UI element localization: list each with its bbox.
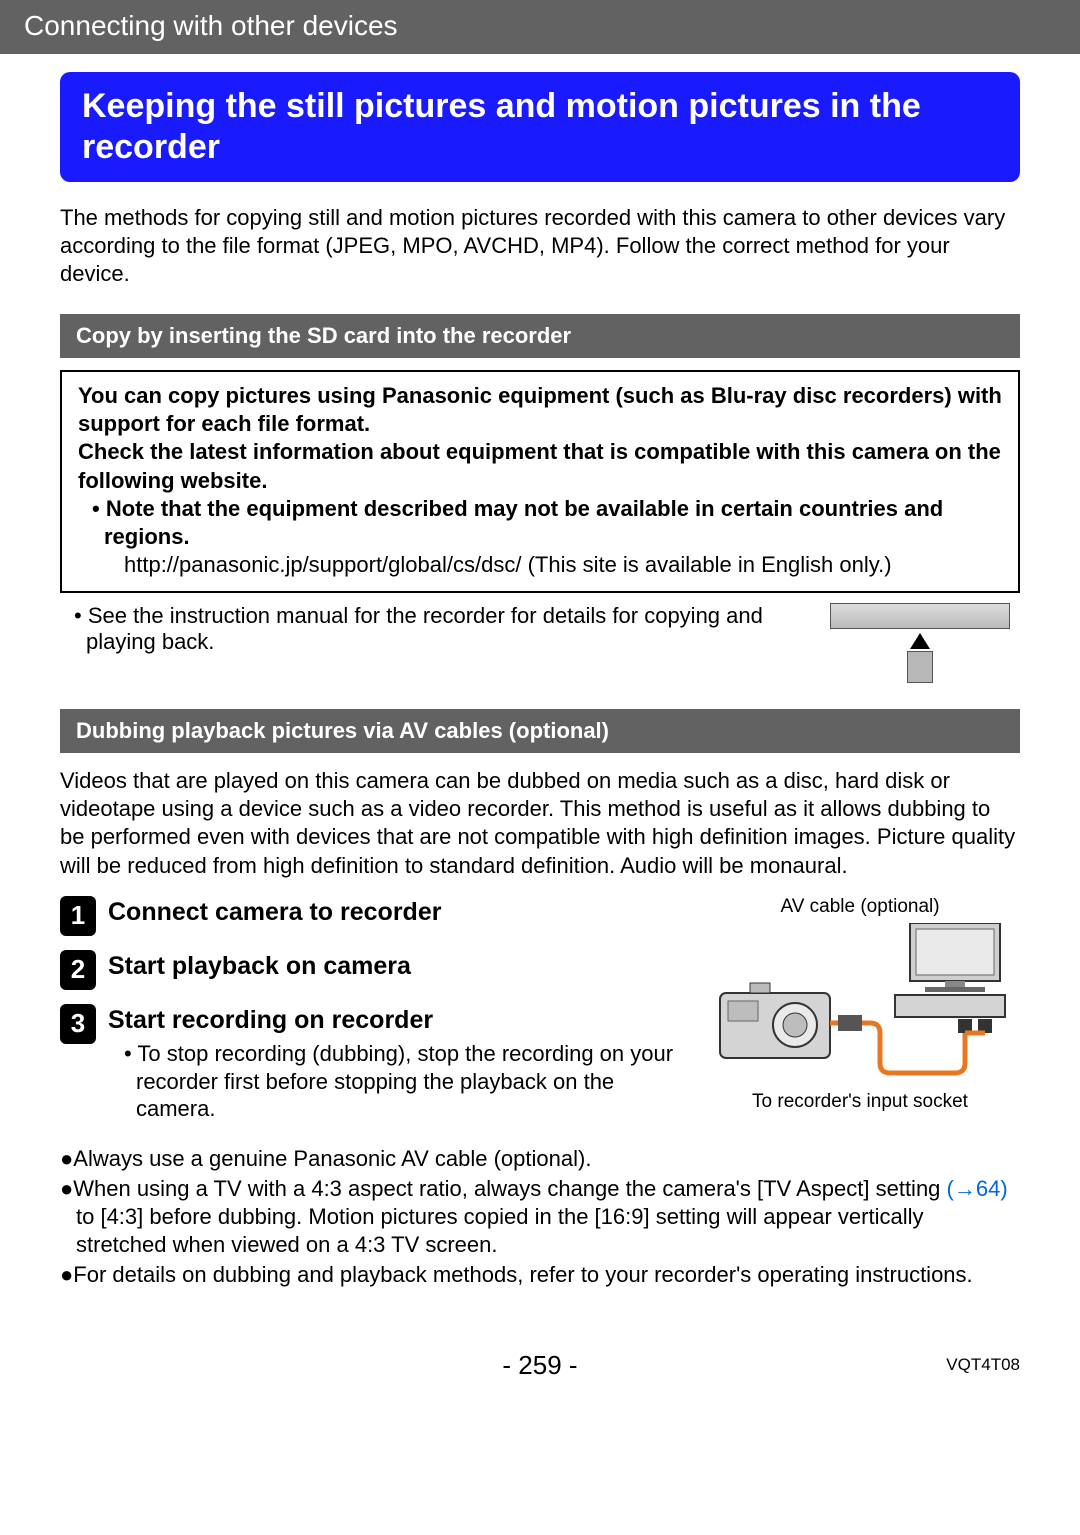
section2-bullets: ●Always use a genuine Panasonic AV cable…	[60, 1145, 1020, 1290]
section-breadcrumb: Connecting with other devices	[0, 0, 1080, 54]
step-2-title: Start playback on camera	[108, 950, 411, 983]
page-footer: - 259 - VQT4T08	[0, 1350, 1080, 1401]
intro-paragraph: The methods for copying still and motion…	[60, 204, 1020, 288]
arrow-up-icon	[910, 633, 930, 649]
recorder-icon	[830, 603, 1010, 629]
cross-ref-link[interactable]: (→64)	[947, 1176, 1008, 1201]
recorder-sd-diagram	[820, 603, 1020, 683]
step-1-title: Connect camera to recorder	[108, 896, 441, 929]
box-url: http://panasonic.jp/support/global/cs/ds…	[78, 551, 1002, 579]
bullet-1: ●Always use a genuine Panasonic AV cable…	[60, 1145, 1020, 1173]
subnote-text: • See the instruction manual for the rec…	[60, 603, 790, 655]
bullet-2: ●When using a TV with a 4:3 aspect ratio…	[60, 1175, 1020, 1259]
section1-subnote: • See the instruction manual for the rec…	[60, 603, 1020, 683]
step-number-3: 3	[60, 1004, 96, 1044]
page-number: - 259 -	[502, 1350, 577, 1381]
diagram-label-top: AV cable (optional)	[700, 896, 1020, 919]
document-code: VQT4T08	[946, 1355, 1020, 1375]
sd-card-icon	[907, 651, 933, 683]
bullet-2b: to [4:3] before dubbing. Motion pictures…	[76, 1204, 924, 1257]
bullet-2a: ●When using a TV with a 4:3 aspect ratio…	[60, 1176, 947, 1201]
section2-heading: Dubbing playback pictures via AV cables …	[60, 709, 1020, 753]
section1-heading: Copy by inserting the SD card into the r…	[60, 314, 1020, 358]
step-3: 3 Start recording on recorder • To stop …	[60, 1004, 676, 1123]
steps-column: 1 Connect camera to recorder 2 Start pla…	[60, 896, 676, 1137]
bullet-3: ●For details on dubbing and playback met…	[60, 1261, 1020, 1289]
av-cable-diagram-icon	[710, 923, 1010, 1083]
step-3-title: Start recording on recorder	[108, 1004, 676, 1037]
steps-and-diagram: 1 Connect camera to recorder 2 Start pla…	[60, 896, 1020, 1137]
box-line2: Check the latest information about equip…	[78, 438, 1002, 494]
section1-box: You can copy pictures using Panasonic eq…	[60, 370, 1020, 593]
step-number-2: 2	[60, 950, 96, 990]
step-2: 2 Start playback on camera	[60, 950, 676, 990]
box-note: • Note that the equipment described may …	[78, 495, 1002, 551]
step-3-sub: • To stop recording (dubbing), stop the …	[124, 1040, 676, 1123]
page-content: Keeping the still pictures and motion pi…	[0, 72, 1080, 1290]
connection-diagram: AV cable (optional)	[700, 896, 1020, 1113]
page-title: Keeping the still pictures and motion pi…	[60, 72, 1020, 182]
step-1: 1 Connect camera to recorder	[60, 896, 676, 936]
box-line1: You can copy pictures using Panasonic eq…	[78, 382, 1002, 438]
section2-paragraph: Videos that are played on this camera ca…	[60, 767, 1020, 880]
step-number-1: 1	[60, 896, 96, 936]
diagram-label-bottom: To recorder's input socket	[700, 1091, 1020, 1113]
